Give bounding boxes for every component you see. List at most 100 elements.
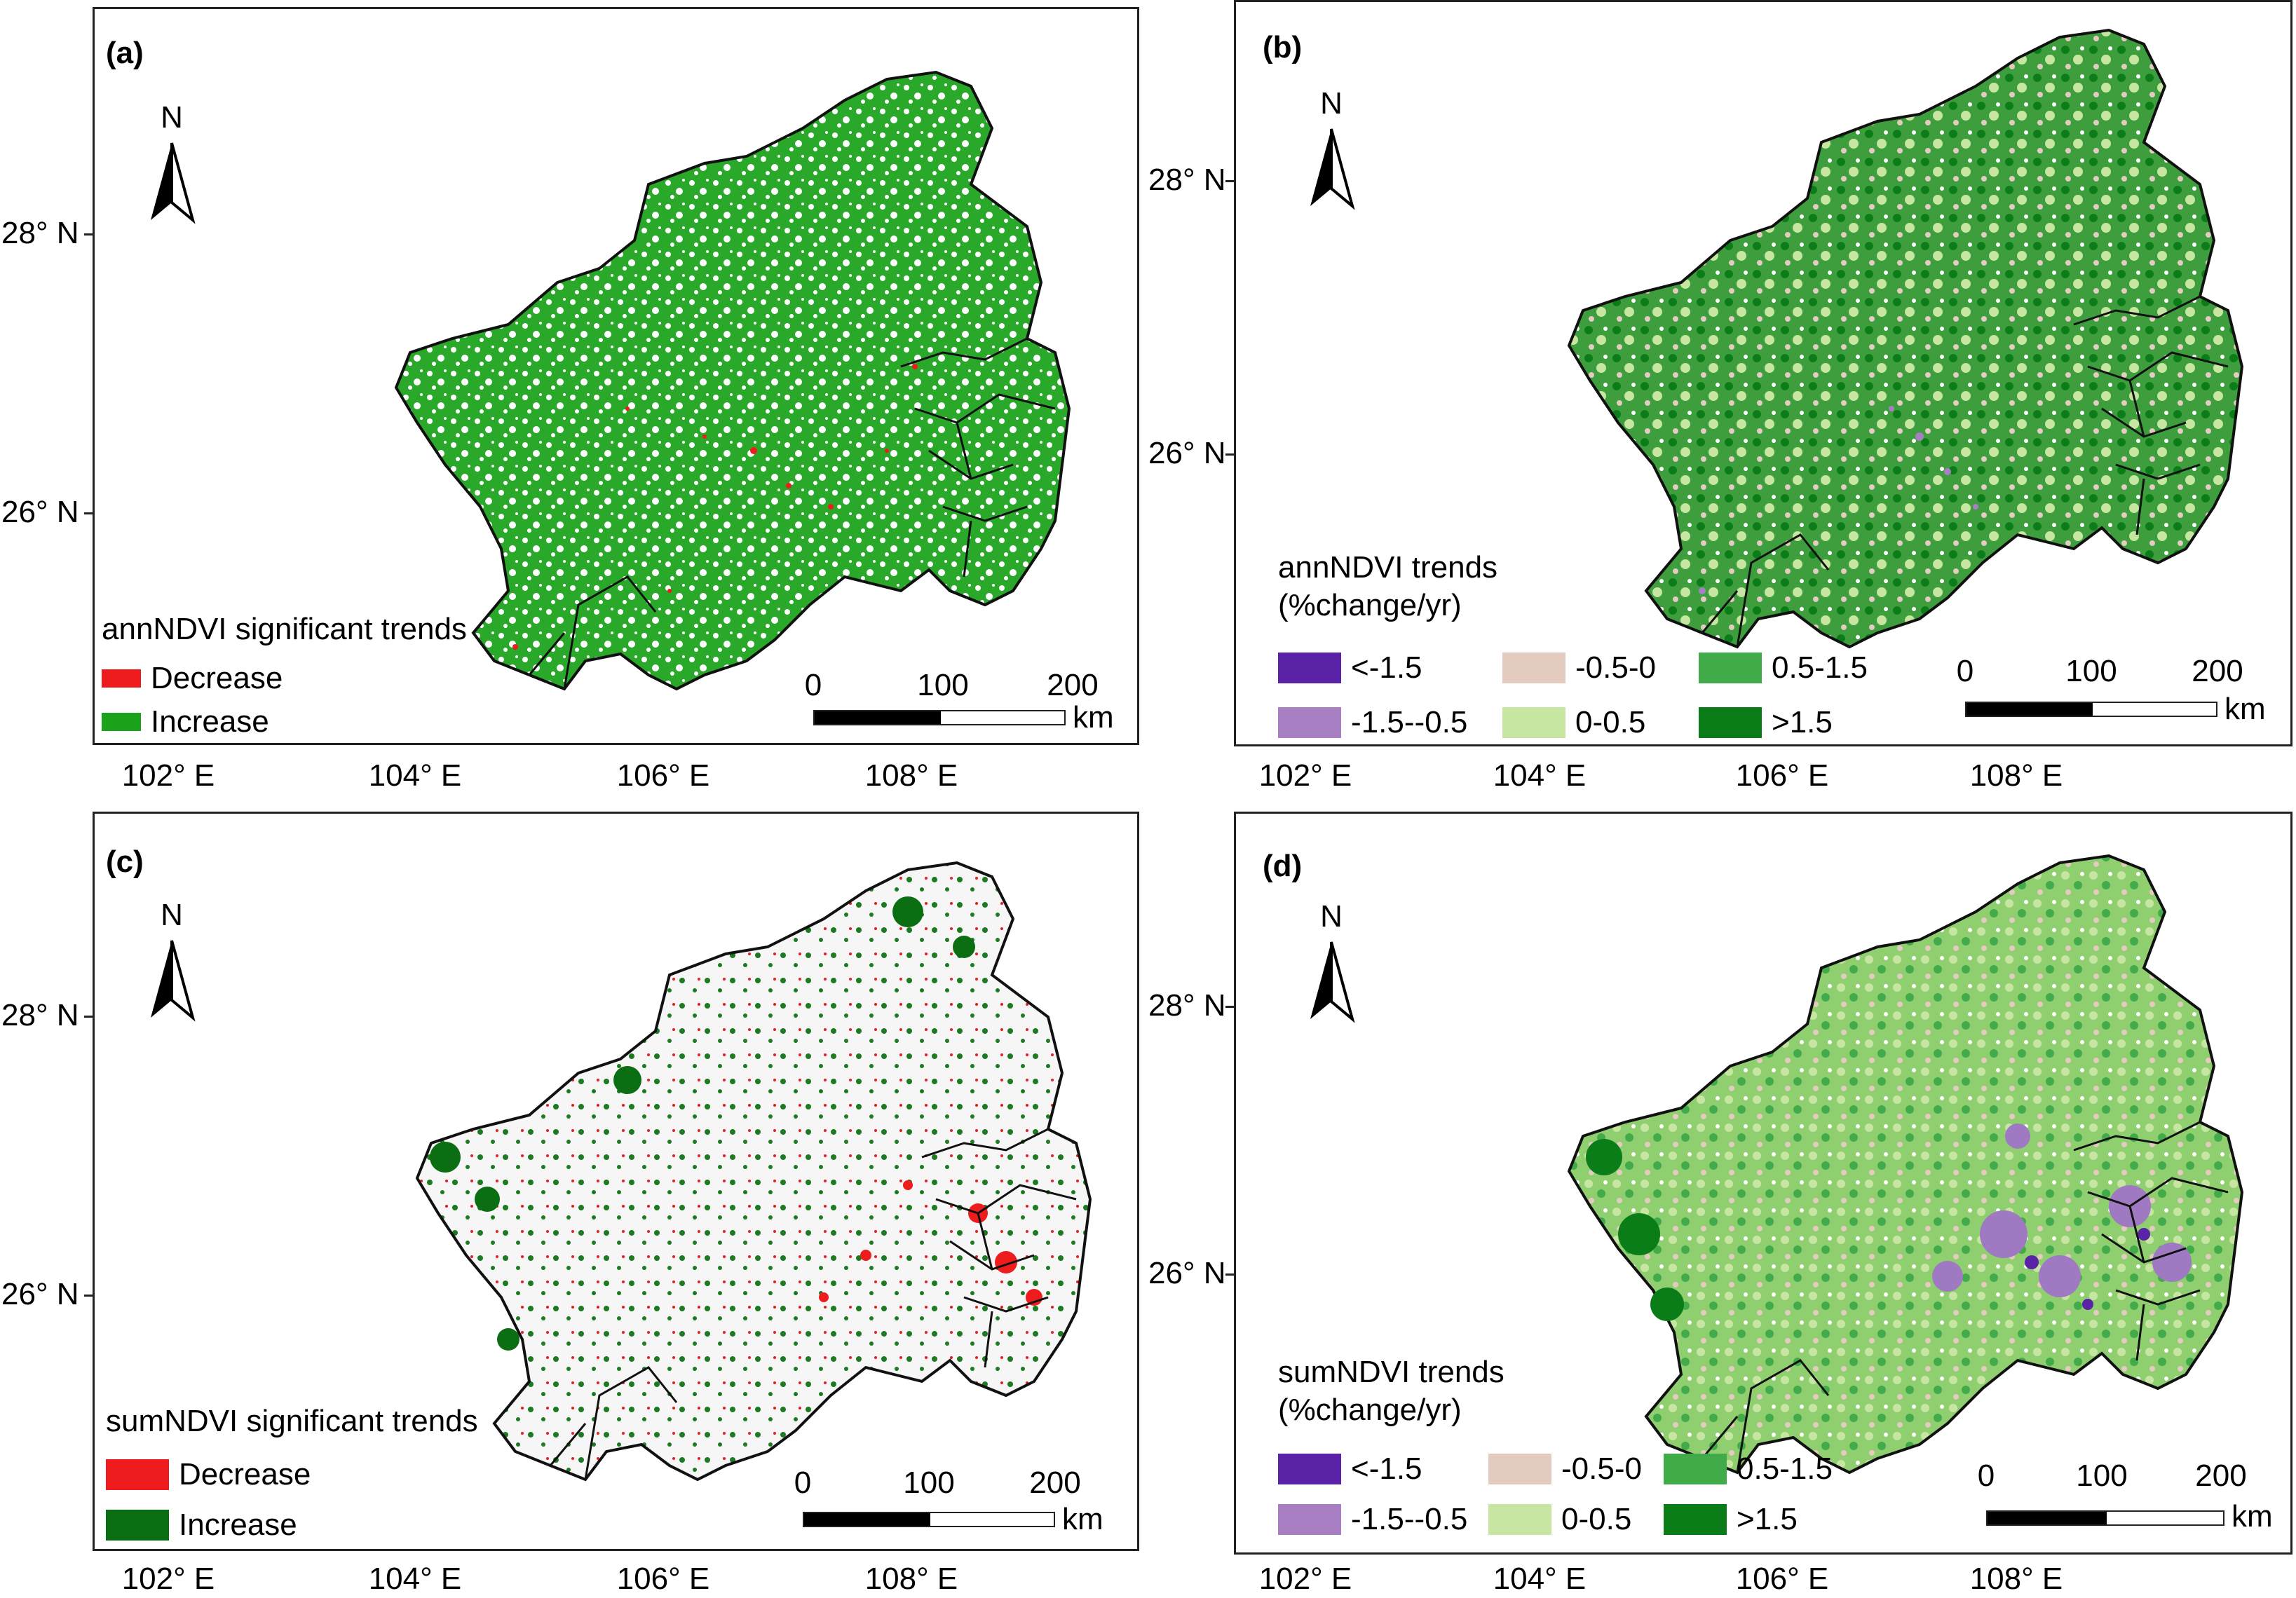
legend-label: 0-0.5 [1561,1502,1632,1536]
legend-item: 0.5-1.5 [1664,1452,1833,1487]
lat-label-28: 28° N [1,998,79,1032]
province-outline [1567,854,2244,1475]
lon-label: 102° E [121,758,215,793]
lon-label: 102° E [1258,1562,1352,1596]
legend-item: >1.5 [1699,705,1833,740]
scale-unit: km [2232,1499,2273,1534]
legend-item: 0.5-1.5 [1699,650,1868,685]
legend-label: >1.5 [1772,705,1833,739]
legend-swatch [1278,1504,1341,1535]
legend-swatch [1502,653,1565,683]
north-arrow: N [144,100,200,233]
scale-bar: 0 100 200 km [1965,1459,2274,1536]
scale-tick: 200 [1047,668,1099,702]
legend-swatch [1278,707,1341,738]
scale-bar-rect [803,1512,1055,1527]
scale-bar: 0 100 200 km [1957,654,2267,726]
legend-swatch [1278,653,1341,683]
legend-swatch [102,713,141,731]
county-boundaries [1701,295,2229,648]
province-outline [394,70,1071,691]
guizhou-map [1567,28,2244,649]
lon-label: 106° E [616,758,710,793]
panel-b: (b) N annNDVI trends (%change/yr) <-1.5 [1234,0,2292,746]
legend-title-line: annNDVI trends [1278,550,1498,585]
increase-clusters [430,896,975,1351]
scale-tick: 100 [917,668,969,702]
legend-title: sumNDVI trends (%change/yr) [1278,1353,1504,1429]
north-letter: N [161,898,183,932]
legend-swatch [106,1459,169,1490]
legend-swatch [1278,1454,1341,1484]
legend-label: <-1.5 [1351,1452,1422,1486]
west-greening [1586,1139,1684,1321]
guizhou-map [415,861,1092,1482]
legend-swatch [106,1510,169,1541]
axis-tick [84,1016,93,1018]
legend-title-line: (%change/yr) [1278,588,1462,622]
legend-label: -1.5--0.5 [1351,705,1468,739]
panel-a: (a) N annNDVI significant trends Dec [93,7,1139,745]
lon-label: 102° E [121,1562,215,1596]
legend-label: -1.5--0.5 [1351,1502,1468,1536]
lat-label-28: 28° N [1148,163,1226,197]
north-letter: N [161,100,183,135]
decline-speckles [1699,406,1978,594]
legend-item-decrease: Decrease [102,661,283,696]
legend-item: -0.5-0 [1488,1452,1642,1487]
decline-patches [1932,1124,2192,1297]
lon-label: 108° E [864,758,958,793]
north-arrow-icon [1310,941,1355,1023]
province-outline [415,861,1092,1482]
panel-label: (d) [1263,849,1303,883]
lon-label: 106° E [1735,1562,1829,1596]
north-arrow: N [1303,86,1359,219]
north-arrow: N [1303,899,1359,1032]
legend-title: annNDVI significant trends [102,612,467,646]
axis-tick [84,233,93,235]
north-arrow-icon [151,142,196,224]
scale-tick: 100 [2065,654,2117,688]
lat-label-26: 26° N [1148,436,1226,470]
legend-item-increase: Increase [106,1508,297,1543]
province-outline [1567,28,2244,649]
legend-swatch [1699,653,1762,683]
guizhou-map [394,70,1071,691]
county-boundaries [528,337,1056,690]
legend-label: Increase [179,1508,297,1542]
guizhou-map [1567,854,2244,1475]
legend-swatch [1502,707,1565,738]
panel-label: (a) [106,36,144,70]
legend-label: <-1.5 [1351,650,1422,685]
scale-bar: 0 100 200 km [794,1466,1118,1536]
lon-label: 106° E [616,1562,710,1596]
legend-label: Increase [151,704,269,739]
legend-item-increase: Increase [102,704,269,739]
legend-item: -0.5-0 [1502,650,1656,685]
axis-tick [1225,453,1234,456]
scale-unit: km [2224,692,2266,726]
scale-tick: 0 [794,1466,812,1500]
legend-swatch [1488,1504,1551,1535]
legend-label: Decrease [179,1457,311,1491]
scale-bar-rect [1986,1510,2224,1526]
lon-label: 106° E [1735,758,1829,793]
lon-label: 108° E [1969,1562,2063,1596]
county-boundaries [1701,1121,2229,1473]
scale-bar-rect [813,710,1066,725]
legend-item: >1.5 [1664,1502,1798,1537]
legend-label: -0.5-0 [1561,1452,1642,1486]
lat-label-28: 28° N [1148,988,1226,1023]
legend-title-line: sumNDVI trends [1278,1355,1504,1389]
legend-title: sumNDVI significant trends [106,1404,478,1438]
legend-label: -0.5-0 [1575,650,1656,685]
legend-title: annNDVI trends (%change/yr) [1278,549,1497,624]
scale-bar-rect [1965,702,2217,717]
axis-tick [1225,1273,1234,1276]
legend-label: 0.5-1.5 [1772,650,1868,685]
legend-label: Decrease [151,661,283,695]
county-boundaries [549,1128,1077,1480]
north-arrow-icon [1310,128,1355,210]
legend-item: 0-0.5 [1488,1502,1631,1537]
scale-tick: 100 [903,1466,955,1500]
